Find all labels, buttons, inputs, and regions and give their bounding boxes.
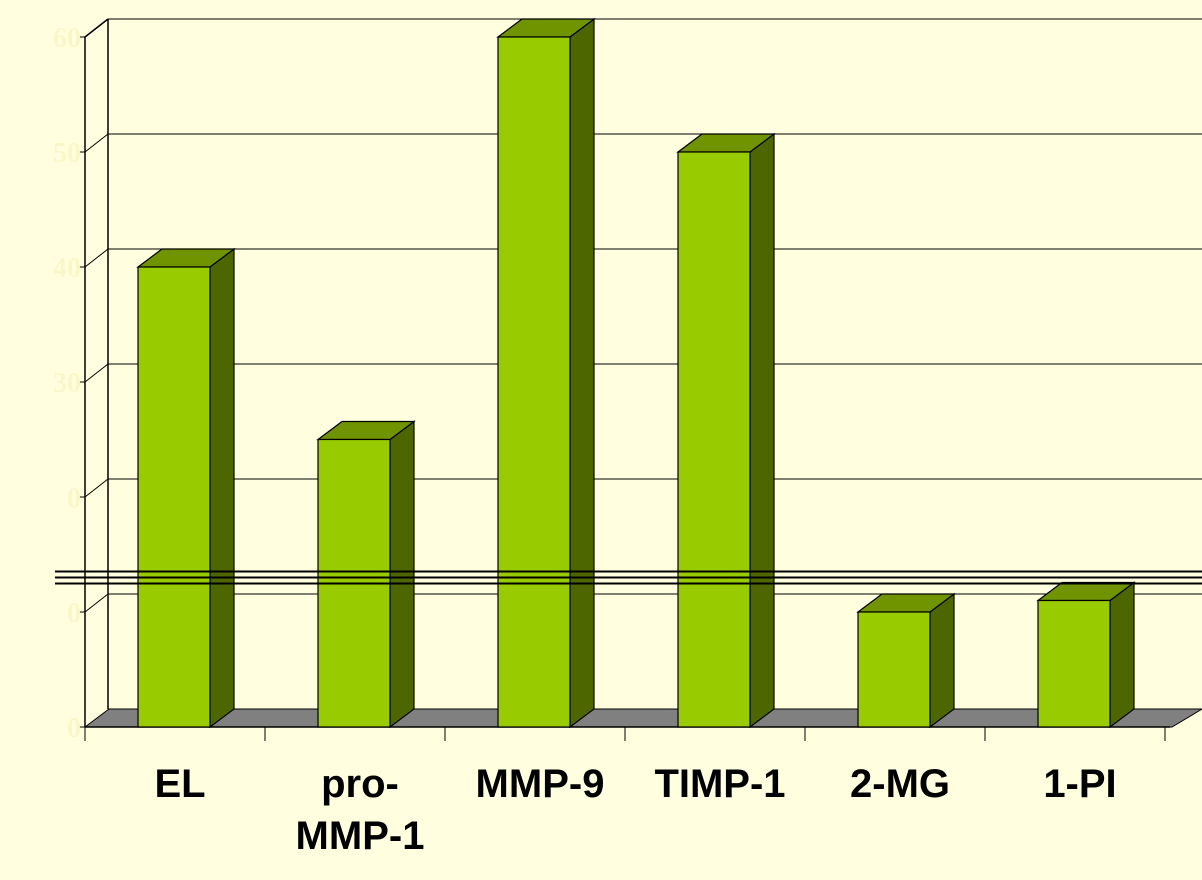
bar-side (389, 420, 415, 729)
x-tick-label: TIMP-1 (654, 762, 785, 806)
y-tick-label: 0 (67, 483, 81, 514)
chart-floor (83, 708, 1202, 728)
y-tick-label: 0 (67, 713, 81, 744)
bar (137, 266, 211, 728)
bar-side (209, 247, 235, 729)
x-tick-label: MMP-1 (296, 814, 425, 858)
bar (497, 36, 571, 728)
gridline-side (84, 478, 109, 498)
bar (1037, 599, 1111, 728)
bar-side (749, 132, 775, 729)
y-tick-label: 40 (53, 253, 81, 284)
bar (677, 151, 751, 728)
y-tick-label: 50 (53, 138, 81, 169)
gridline-side (84, 18, 109, 38)
bar (857, 611, 931, 728)
bar-side (1109, 581, 1135, 729)
x-tick-label: 2-MG (850, 762, 950, 806)
y-tick-label: 60 (53, 23, 81, 54)
gridline-side (84, 363, 109, 383)
x-tick-label: MMP-9 (476, 762, 605, 806)
x-tick-label: EL (154, 762, 205, 806)
y-tick-label: 0 (67, 598, 81, 629)
gridline-side (84, 593, 109, 613)
bar-side (569, 17, 595, 729)
y-tick-label: 30 (53, 368, 81, 399)
x-tick-label: pro- (321, 762, 399, 806)
x-tick-label: 1-PI (1043, 762, 1116, 806)
gridline-side (84, 133, 109, 153)
gridline-side (84, 248, 109, 268)
bar-side (929, 592, 955, 729)
